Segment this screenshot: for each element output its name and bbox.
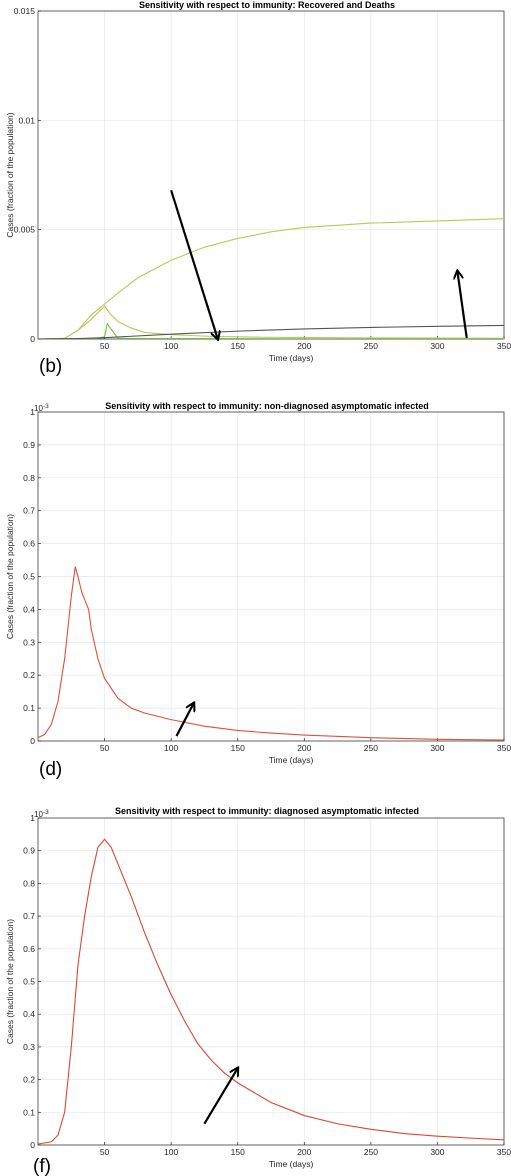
y-tick-label: 0.01 [18, 115, 35, 125]
x-tick-label: 150 [231, 341, 245, 351]
y-scale-factor: 10 [34, 404, 43, 413]
series-line-0 [38, 218, 504, 339]
plot-frame [37, 10, 505, 340]
y-tick-label: 0.2 [23, 1075, 35, 1085]
x-tick-label: 100 [164, 743, 178, 753]
y-tick-label: 0 [30, 1140, 35, 1150]
x-tick-label: 350 [497, 1147, 511, 1157]
x-tick-label: 300 [430, 743, 444, 753]
y-tick-label: 0.3 [23, 1042, 35, 1052]
y-tick-label: 0.7 [23, 506, 35, 516]
chart-title: Sensitivity with respect to immunity: Re… [139, 0, 395, 10]
x-tick-label: 200 [297, 743, 311, 753]
x-tick-label: 100 [164, 1147, 178, 1157]
y-scale-exponent: -3 [43, 403, 49, 410]
y-tick-label: 0.015 [14, 6, 36, 16]
x-tick-label: 50 [100, 341, 110, 351]
y-tick-label: 0.6 [23, 944, 35, 954]
y-tick-label: 0.9 [23, 440, 35, 450]
y-tick-label: 0.9 [23, 846, 35, 856]
chart-panel-2: 50 100 150 200 250 300 350 0 0.1 0.2 0.3 0.4 0.5 0.6 0… [5, 806, 511, 1176]
series-line-3 [38, 324, 504, 339]
x-tick-label: 300 [430, 1147, 444, 1157]
x-axis-label: Time (days) [269, 353, 314, 363]
x-axis-label: Time (days) [269, 1159, 314, 1169]
y-tick-label: 0.6 [23, 539, 35, 549]
y-axis-label: Cases (fraction of the population) [5, 919, 15, 1044]
series-line-0 [38, 566, 504, 741]
x-tick-label: 350 [497, 341, 511, 351]
x-tick-label: 150 [231, 1147, 245, 1157]
y-tick-label: 0.8 [23, 473, 35, 483]
chart-panel-1: 50 100 150 200 250 300 350 0 0.1 0.2 0.3 0.4 0.5 0.6 0… [5, 401, 511, 780]
y-tick-label: 0.2 [23, 670, 35, 680]
panel-letter: (f) [33, 1156, 51, 1176]
x-tick-label: 300 [430, 341, 444, 351]
chart-panel-0: 50 100 150 200 250 300 350 0 0.005 0.01 0.015 Sensi… [5, 0, 511, 377]
annotation-arrow [203, 1068, 237, 1125]
x-tick-label: 200 [297, 1147, 311, 1157]
x-tick-label: 150 [231, 743, 245, 753]
x-tick-label: 350 [497, 743, 511, 753]
y-tick-label: 0 [30, 334, 35, 344]
y-tick-label: 0.005 [14, 225, 36, 235]
y-tick-label: 0.7 [23, 911, 35, 921]
y-tick-label: 0.5 [23, 572, 35, 582]
series-line-0 [38, 838, 504, 1145]
y-tick-label: 0.3 [23, 637, 35, 647]
annotation-arrow [457, 271, 468, 339]
panel-letter: (d) [39, 759, 62, 780]
x-tick-label: 50 [100, 743, 110, 753]
y-tick-label: 0.5 [23, 977, 35, 987]
y-scale-factor: 10 [34, 810, 43, 819]
y-tick-label: 0.1 [23, 703, 35, 713]
x-tick-label: 250 [364, 1147, 378, 1157]
series-line-1 [38, 305, 504, 339]
x-tick-label: 50 [100, 1147, 110, 1157]
x-tick-label: 200 [297, 341, 311, 351]
panel-letter: (b) [39, 356, 62, 377]
y-tick-label: 1 [30, 813, 35, 823]
x-tick-label: 100 [164, 341, 178, 351]
chart-title: Sensitivity with respect to immunity: di… [115, 806, 419, 816]
annotation-arrow [170, 189, 218, 339]
y-tick-label: 0.1 [23, 1107, 35, 1117]
y-tick-label: 0.4 [23, 604, 35, 614]
y-scale-exponent: -3 [43, 809, 49, 816]
y-tick-label: 0.4 [23, 1009, 35, 1019]
chart-title: Sensitivity with respect to immunity: no… [105, 401, 429, 411]
y-axis-label: Cases (fraction of the population) [5, 112, 15, 237]
x-tick-label: 250 [364, 341, 378, 351]
y-tick-label: 0 [30, 736, 35, 746]
y-axis-label: Cases (fraction of the population) [5, 514, 15, 639]
y-tick-label: 1 [30, 407, 35, 417]
y-tick-label: 0.8 [23, 878, 35, 888]
x-axis-label: Time (days) [269, 755, 314, 765]
x-tick-label: 250 [364, 743, 378, 753]
annotation-arrow [175, 703, 193, 737]
